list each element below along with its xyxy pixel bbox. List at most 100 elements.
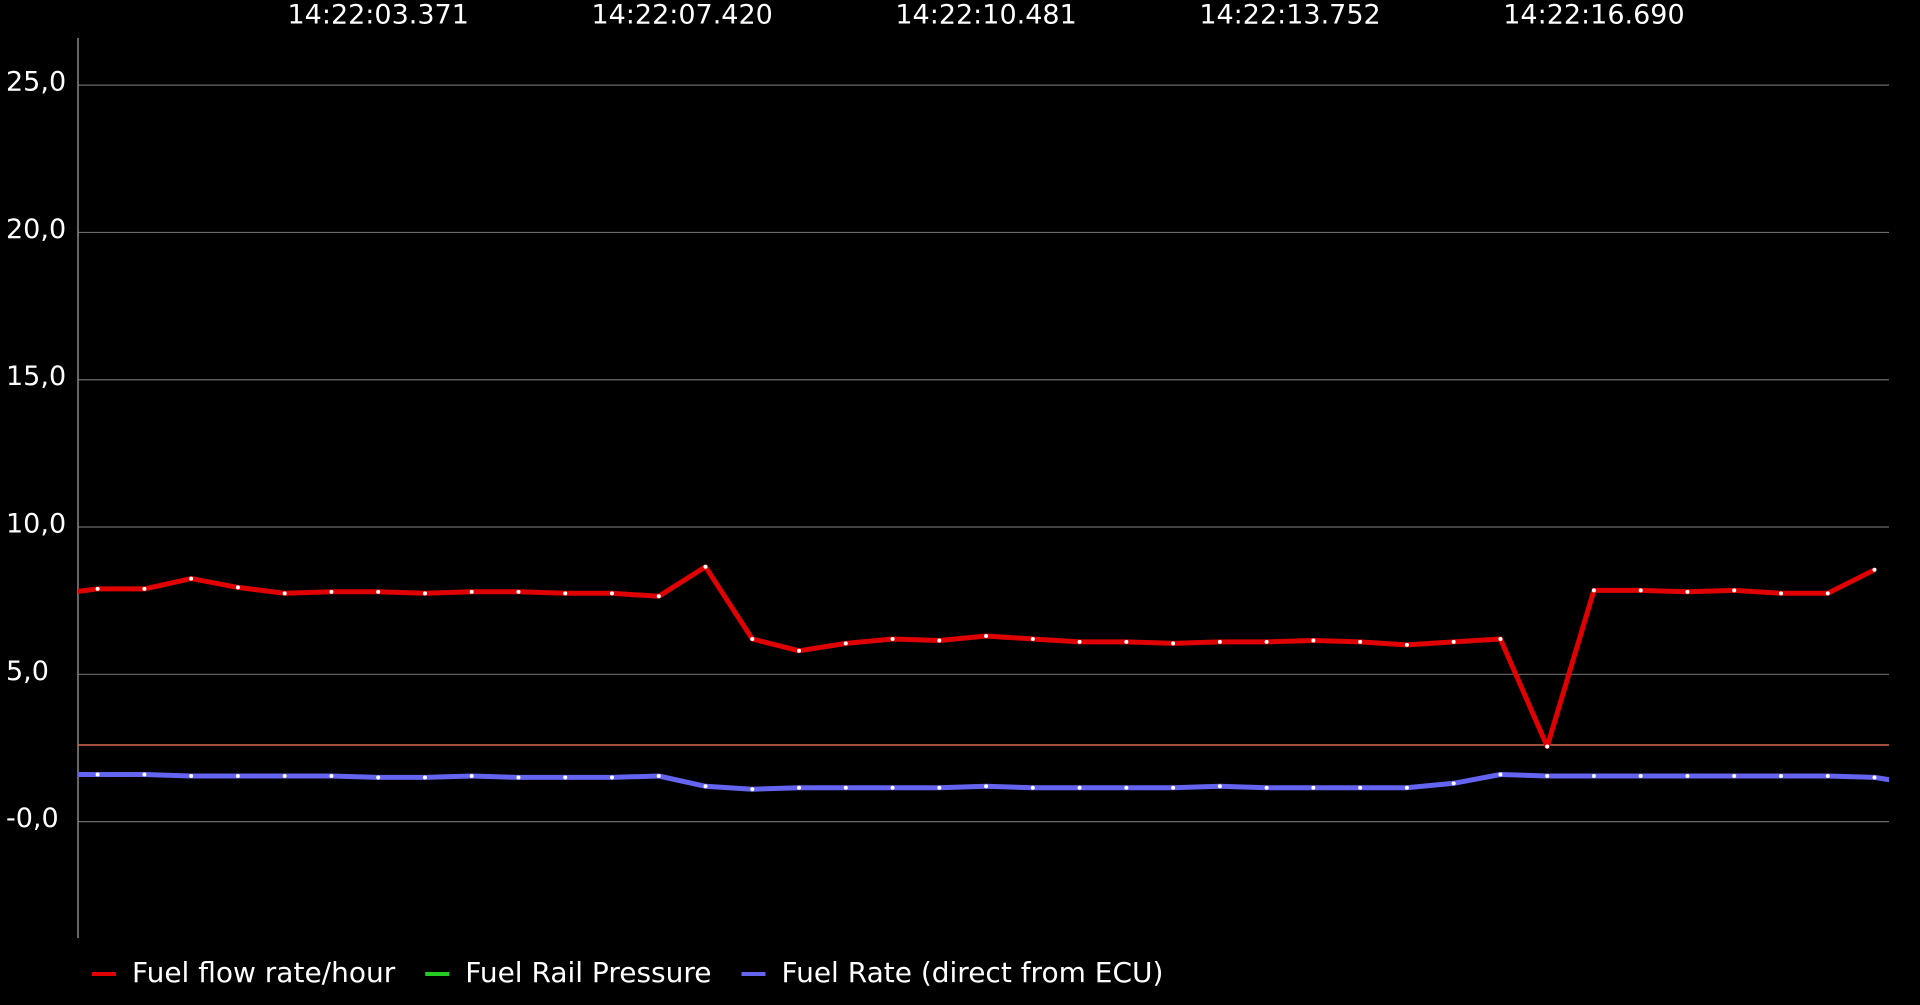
data-point	[49, 772, 53, 776]
data-point	[1872, 567, 1877, 572]
legend: Fuel flow rate/hour Fuel Rail Pressure Fue…	[92, 956, 1163, 989]
data-point	[1732, 588, 1737, 593]
data-point	[516, 775, 521, 780]
y-tick-label: 10,0	[6, 509, 66, 540]
data-point	[1451, 639, 1456, 644]
data-point	[142, 772, 147, 777]
data-point	[563, 775, 568, 780]
data-point	[1217, 784, 1222, 789]
labels: -0,0 5,0 10,0 15,0 20,0 25,0 14:22:03.371 14:22…	[6, 0, 1685, 834]
data-point	[1404, 642, 1409, 647]
data-point	[235, 585, 240, 590]
grid	[78, 84, 1889, 823]
data-point	[376, 775, 381, 780]
data-point	[1124, 639, 1129, 644]
data-point	[282, 773, 287, 778]
x-tick-label: 14:22:10.481	[895, 0, 1076, 31]
data-point	[1030, 636, 1035, 641]
data-point	[703, 564, 708, 569]
data-point	[422, 775, 427, 780]
x-tick-label: 14:22:13.752	[1199, 0, 1380, 31]
data-point	[376, 589, 381, 594]
data-point	[1030, 785, 1035, 790]
data-point	[95, 772, 100, 777]
data-point	[1685, 773, 1690, 778]
data-point	[189, 773, 194, 778]
data-point	[890, 636, 895, 641]
data-point	[1591, 588, 1596, 593]
y-tick-label: 20,0	[6, 214, 66, 245]
data-point	[703, 784, 708, 789]
data-point	[1498, 636, 1503, 641]
data-point	[1545, 773, 1550, 778]
data-point	[1638, 588, 1643, 593]
data-point	[843, 641, 848, 646]
legend-label: Fuel Rail Pressure	[465, 956, 711, 989]
data-point	[1451, 781, 1456, 786]
data-point	[1825, 591, 1830, 596]
data-point	[1171, 785, 1176, 790]
data-point	[1077, 639, 1082, 644]
data-point	[1217, 639, 1222, 644]
data-point	[1358, 785, 1363, 790]
x-tick-label: 14:22:16.690	[1503, 0, 1684, 31]
data-point	[937, 785, 942, 790]
data-point	[49, 593, 53, 597]
y-tick-label: 5,0	[6, 656, 49, 687]
data-point	[95, 586, 100, 591]
data-point	[1124, 785, 1129, 790]
data-point	[1077, 785, 1082, 790]
data-point	[469, 589, 474, 594]
data-point	[235, 773, 240, 778]
data-point	[1264, 639, 1269, 644]
data-point	[1498, 772, 1503, 777]
data-point	[1358, 639, 1363, 644]
data-point	[609, 775, 614, 780]
data-point	[282, 591, 287, 596]
data-point	[984, 634, 989, 639]
data-point	[1311, 638, 1316, 643]
y-tick-label: -0,0	[6, 803, 59, 834]
data-point	[750, 636, 755, 641]
data-point	[984, 784, 989, 789]
legend-label: Fuel flow rate/hour	[132, 956, 396, 989]
data-point	[1404, 785, 1409, 790]
data-point	[422, 591, 427, 596]
data-point	[142, 586, 147, 591]
data-point	[890, 785, 895, 790]
y-tick-label: 25,0	[6, 67, 66, 98]
data-point	[797, 785, 802, 790]
legend-label: Fuel Rate (direct from ECU)	[782, 956, 1164, 989]
data-point	[563, 591, 568, 596]
data-point	[1872, 775, 1877, 780]
data-point	[329, 773, 334, 778]
data-point	[1171, 641, 1176, 646]
data-point	[516, 589, 521, 594]
data-point	[1311, 785, 1316, 790]
data-point	[609, 591, 614, 596]
data-point	[1778, 591, 1783, 596]
data-point	[1545, 744, 1550, 749]
data-point	[1264, 785, 1269, 790]
x-tick-label: 14:22:03.371	[288, 0, 469, 31]
data-point	[843, 785, 848, 790]
data-point	[1778, 773, 1783, 778]
data-point	[750, 787, 755, 792]
data-point	[469, 773, 474, 778]
data-point	[1825, 773, 1830, 778]
plot-area	[49, 564, 1889, 792]
data-point	[937, 638, 942, 643]
x-tick-label: 14:22:07.420	[591, 0, 772, 31]
data-point	[1685, 589, 1690, 594]
data-point	[1591, 773, 1596, 778]
data-point	[1732, 773, 1737, 778]
data-point	[189, 576, 194, 581]
data-point	[797, 648, 802, 653]
data-point	[329, 589, 334, 594]
data-point	[656, 773, 661, 778]
series-line	[78, 564, 1876, 749]
data-point	[1638, 773, 1643, 778]
data-point	[656, 594, 661, 599]
